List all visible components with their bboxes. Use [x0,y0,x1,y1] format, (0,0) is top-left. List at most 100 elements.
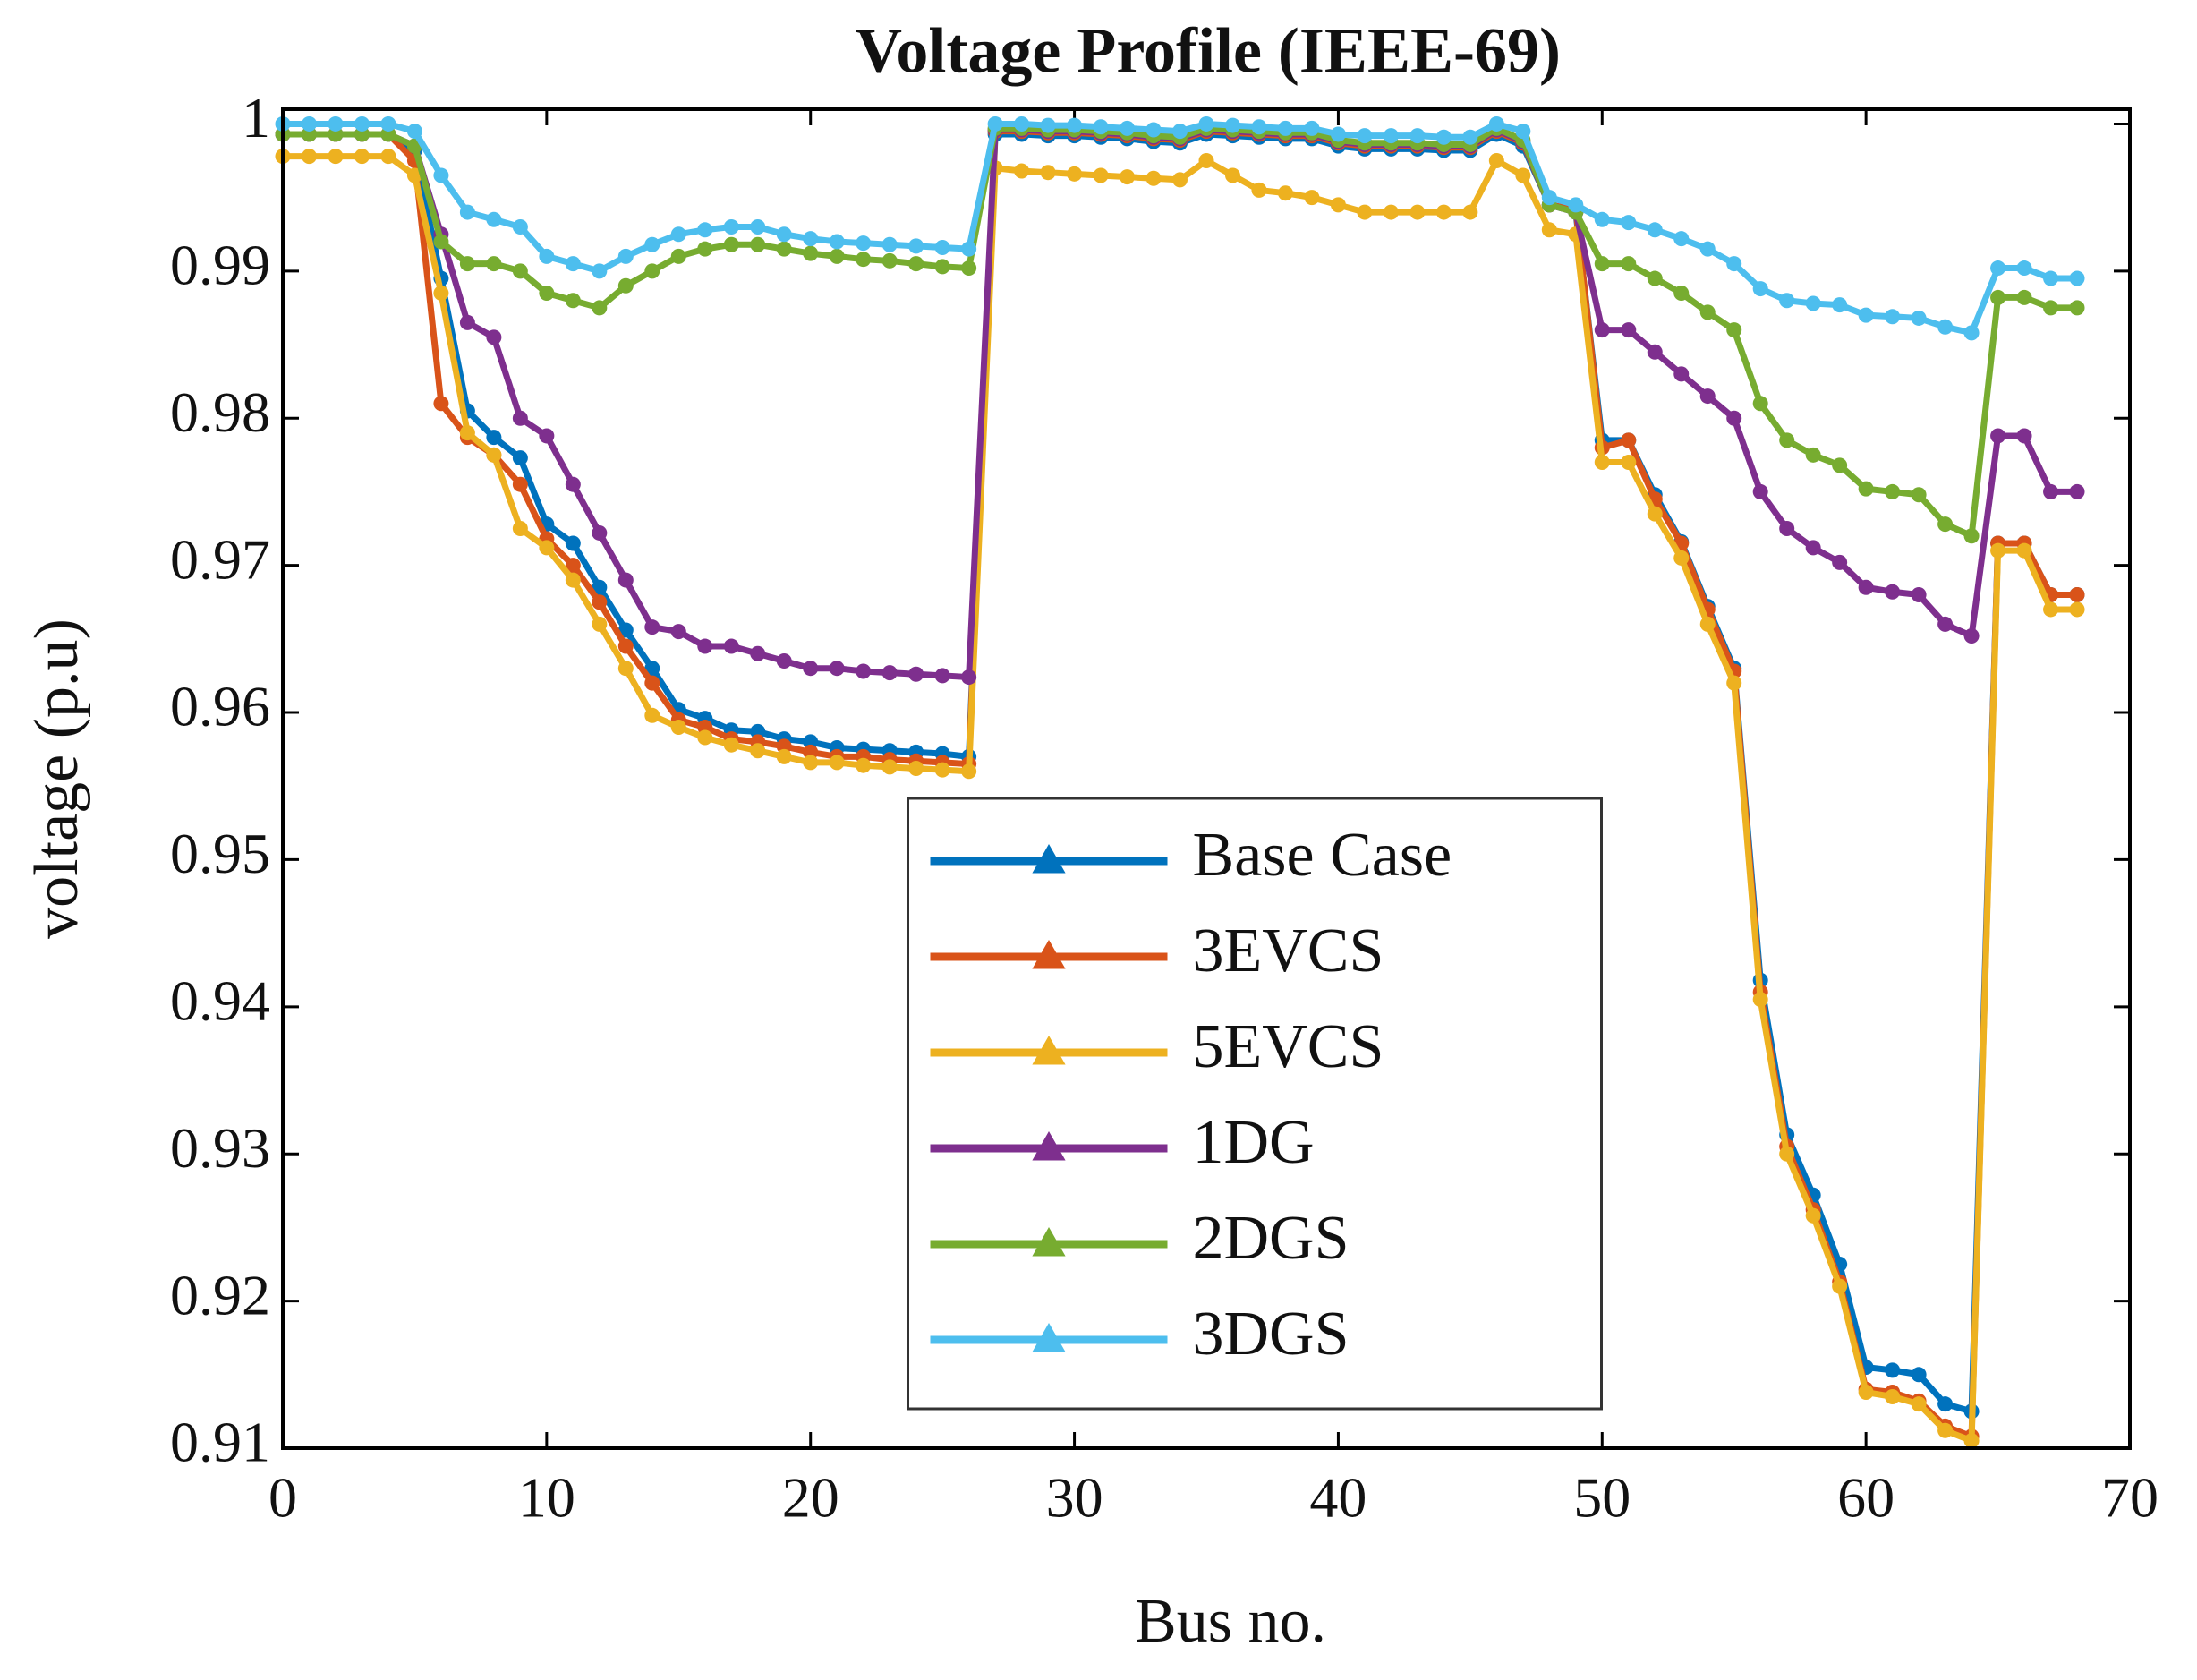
x-tick-label: 0 [268,1466,297,1530]
data-point [1726,256,1742,272]
data-point [750,219,766,235]
data-point [1990,289,2006,305]
data-point [565,535,581,551]
data-point [512,263,528,279]
data-point [961,260,977,277]
data-point [750,645,766,661]
data-point [617,638,634,654]
data-point [670,226,686,243]
data-point [1224,167,1240,183]
data-point [539,428,555,444]
data-point [1911,487,1927,503]
data-point [723,219,739,235]
data-point [1120,169,1136,185]
data-point [1779,1146,1795,1162]
data-point [301,149,317,165]
data-point [934,668,950,684]
data-point [1145,170,1162,186]
data-point [961,669,977,686]
data-point [1911,310,1927,326]
data-point [1251,182,1267,198]
data-point [1752,992,1768,1008]
y-tick-label: 0.97 [170,527,270,591]
data-point [1277,120,1293,136]
data-point [1172,172,1188,188]
legend-marker [1032,1322,1066,1352]
data-point [1621,322,1637,338]
data-point [1858,579,1874,595]
data-point [644,675,660,691]
data-point [1990,428,2006,444]
data-point [856,235,872,252]
legend-label: 2DGS [1193,1204,1350,1273]
data-point [1885,483,1901,499]
data-point [1145,122,1162,138]
data-point [1963,325,1980,341]
x-axis-label: Bus no. [1135,1587,1326,1656]
data-point [644,619,660,635]
data-point [592,300,608,316]
data-point [1990,260,2006,277]
data-point [1779,521,1795,537]
data-point [406,167,422,183]
data-point [301,115,317,132]
data-point [1726,410,1742,426]
data-point [723,737,739,753]
series [275,149,2085,1449]
data-point [1937,1422,1954,1438]
legend-label: 5EVCS [1193,1012,1384,1081]
y-tick-label: 0.98 [170,380,270,444]
data-point [486,447,502,463]
data-point [1858,481,1874,497]
data-point [539,540,555,556]
data-point [1224,117,1240,133]
data-point [1515,167,1531,183]
data-point [1937,1396,1954,1412]
data-point [1621,256,1637,272]
data-point [1594,322,1610,338]
data-point [1594,256,1610,272]
data-point [1752,483,1768,499]
data-point [1673,285,1690,301]
data-point [1621,432,1637,448]
data-point [1832,457,1848,473]
data-point [961,241,977,257]
data-point [1541,190,1557,206]
data-point [750,743,766,759]
data-point [1699,616,1716,632]
data-point [1040,165,1056,181]
data-point [353,149,370,165]
legend-marker [1032,1226,1066,1257]
data-point [881,236,898,252]
data-point [1937,616,1954,632]
data-point [1911,1367,1927,1383]
data-point [1488,153,1504,169]
data-point [1699,388,1716,405]
data-point [1304,120,1320,136]
data-point [961,763,977,780]
data-point [617,661,634,677]
data-point [433,167,449,183]
data-point [539,285,555,301]
data-point [2016,428,2032,444]
data-point [1357,128,1373,144]
data-point [1673,550,1690,566]
data-point [1251,119,1267,135]
data-point [2043,601,2059,618]
data-point [459,425,475,441]
data-point [881,665,898,681]
data-point [512,219,528,235]
data-point [1779,293,1795,309]
data-point [1304,190,1320,206]
data-point [486,329,502,345]
y-tick-label: 0.94 [170,969,270,1033]
data-point [1409,128,1426,144]
data-point [1805,1207,1821,1224]
data-point [459,314,475,330]
data-point [881,252,898,269]
data-point [1885,309,1901,325]
x-tick-label: 50 [1573,1466,1631,1530]
data-point [670,624,686,640]
y-tick-label: 0.95 [170,822,270,885]
